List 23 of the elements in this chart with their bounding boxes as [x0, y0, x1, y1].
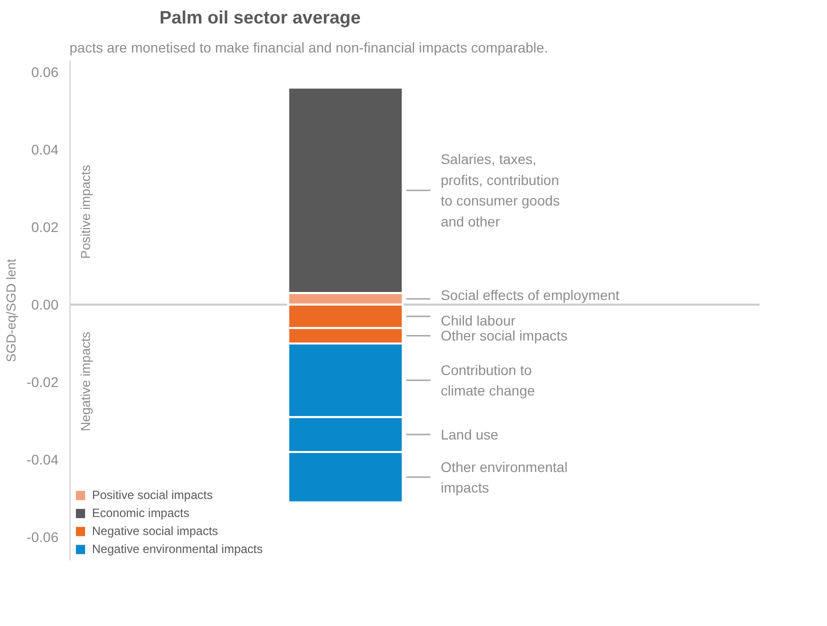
y-axis-title: SGD-eq/SGD lent: [4, 258, 19, 362]
annotation: Other environmental impacts: [440, 458, 568, 496]
legend-label: Economic impacts: [92, 506, 190, 520]
y-tick-label: -0.02: [26, 374, 59, 390]
annotation: Positive impacts: [78, 164, 93, 259]
legend-label: Positive social impacts: [92, 488, 213, 502]
legend-label: Negative social impacts: [92, 524, 218, 538]
y-tick-label: 0.04: [31, 142, 59, 158]
text: pacts are monetised to make financial and non-financial impacts comparable.: [70, 40, 548, 56]
annotation: Land use: [440, 426, 499, 443]
annotation: Other social impacts: [440, 328, 568, 344]
y-tick-label: 0.06: [31, 64, 59, 80]
y-tick-label: 0.00: [31, 296, 59, 313]
annotation: Salaries, taxes, profits, contribution to consumer goods and other: [440, 151, 560, 230]
y-tick-label: -0.06: [26, 529, 59, 546]
annotation: Child labour: [440, 312, 516, 328]
legend-label: Negative environmental impacts: [92, 542, 263, 556]
chart-title: Palm oil sector average: [160, 8, 361, 28]
annotation: Contribution to climate change: [440, 362, 536, 399]
y-tick-label: 0.02: [31, 219, 59, 236]
y-tick-label: -0.04: [26, 452, 59, 468]
annotation: Negative impacts: [78, 331, 93, 432]
annotation: Social effects of employment: [440, 286, 620, 303]
